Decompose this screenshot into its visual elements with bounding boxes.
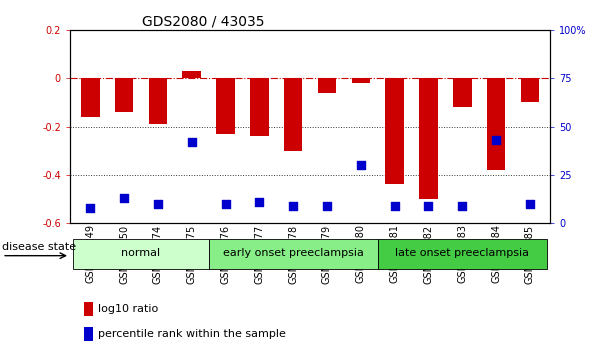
Bar (85, 302, 93, 316)
Bar (453, 78, 472, 107)
Bar (81, 78, 100, 117)
Bar (148, 78, 167, 124)
Bar (85, 327, 93, 341)
Bar (216, 78, 235, 134)
Point (288, 203, 298, 209)
Bar (318, 78, 336, 93)
Point (119, 195, 129, 201)
Bar (284, 78, 302, 151)
Point (390, 203, 399, 209)
FancyBboxPatch shape (209, 239, 378, 269)
Bar (250, 78, 269, 136)
Bar (385, 78, 404, 184)
Bar (419, 78, 438, 199)
FancyBboxPatch shape (74, 239, 209, 269)
Text: GDS2080 / 43035: GDS2080 / 43035 (142, 15, 264, 29)
Bar (182, 71, 201, 78)
Bar (115, 78, 133, 112)
Point (424, 203, 434, 209)
Point (221, 201, 230, 207)
Point (525, 201, 535, 207)
Point (255, 199, 264, 205)
FancyBboxPatch shape (378, 239, 547, 269)
Text: normal: normal (122, 248, 161, 258)
Bar (520, 78, 539, 102)
Point (85, 205, 95, 210)
Point (457, 203, 467, 209)
Point (322, 203, 332, 209)
Point (187, 139, 196, 145)
Text: early onset preeclampsia: early onset preeclampsia (223, 248, 364, 258)
Point (153, 201, 163, 207)
Point (356, 162, 365, 168)
Text: percentile rank within the sample: percentile rank within the sample (98, 329, 286, 339)
Bar (487, 78, 505, 170)
Text: disease state: disease state (2, 241, 76, 252)
Bar (351, 78, 370, 83)
Text: log10 ratio: log10 ratio (98, 304, 158, 314)
Text: late onset preeclampsia: late onset preeclampsia (395, 248, 530, 258)
Point (491, 137, 501, 143)
